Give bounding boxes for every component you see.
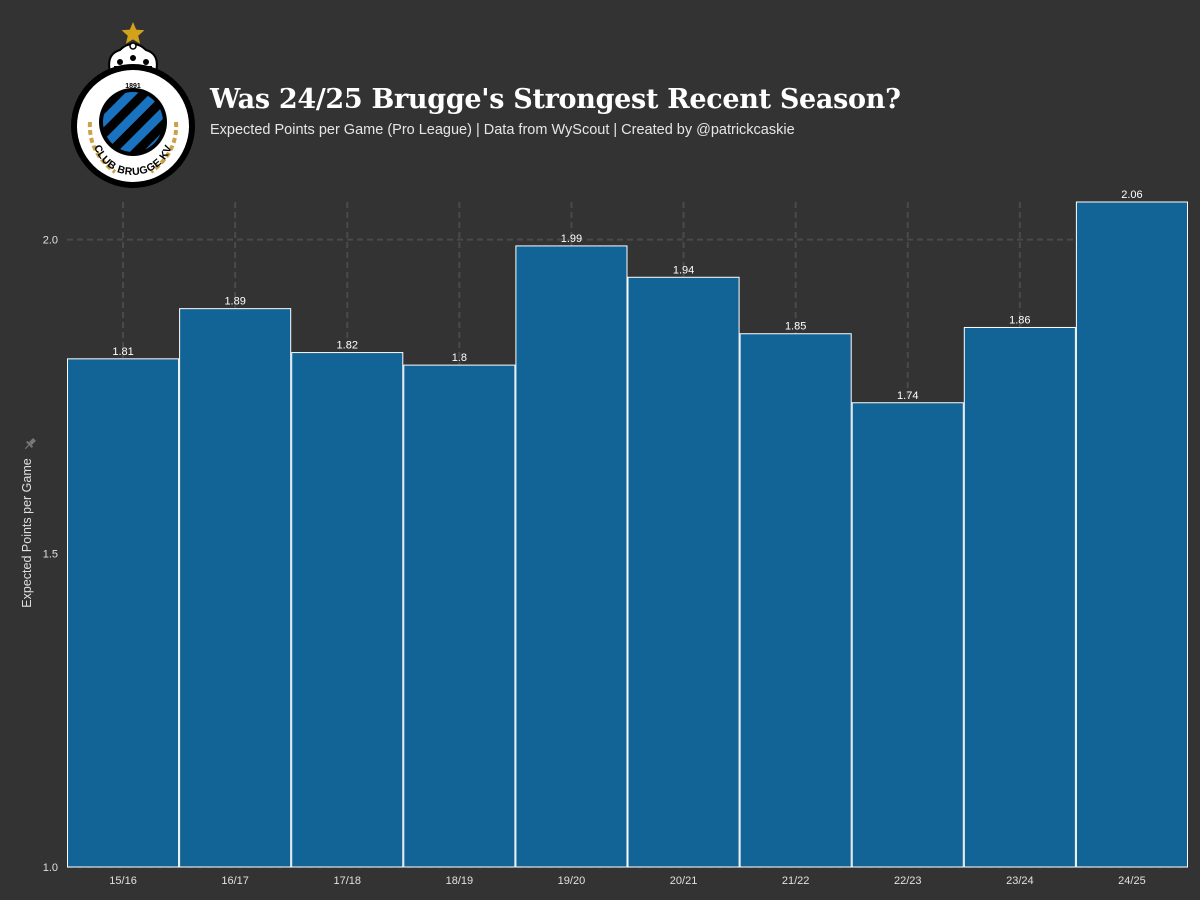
bar-20-21: [627, 276, 740, 868]
chart-subtitle: Expected Points per Game (Pro League) | …: [210, 122, 795, 138]
bar-value-label: 1.81: [112, 346, 133, 358]
x-tick-label: 17/18: [333, 875, 361, 887]
bar-21-22: [739, 333, 852, 868]
y-axis-label: Expected Points per Game: [20, 458, 34, 607]
bar-18-19: [403, 364, 516, 868]
bar-value-label: 1.89: [224, 296, 245, 308]
star-icon: [121, 22, 145, 44]
x-tick-label: 21/22: [782, 875, 810, 887]
chart-title: Was 24/25 Brugge's Strongest Recent Seas…: [210, 84, 901, 115]
bar-value-label: 1.99: [561, 233, 582, 245]
x-axis-ticks: 15/16 16/17 17/18 18/19 19/20 20/21 21/22 22/23…: [109, 875, 1145, 887]
club-brugge-logo: 1891 CLUB BRUGGE KV: [71, 22, 195, 188]
bar-19-20: [515, 245, 628, 868]
bar-value-label: 1.82: [337, 340, 358, 352]
bar-value-label: 1.85: [785, 321, 806, 333]
bar-value-labels: 1.81 1.89 1.82 1.8 1.99 1.94 1.85 1.74 1.86 2.06: [112, 189, 1142, 402]
bar-value-label: 1.86: [1009, 314, 1030, 326]
y-tick-label: 2.0: [43, 235, 58, 247]
x-tick-label: 19/20: [558, 875, 586, 887]
y-tick-label: 1.0: [43, 862, 58, 874]
bar-value-label: 1.8: [452, 352, 467, 364]
bar-value-label: 1.74: [897, 390, 918, 402]
x-tick-label: 23/24: [1006, 875, 1034, 887]
y-axis-label-group: Expected Points per Game: [20, 438, 36, 608]
bar-23-24: [963, 326, 1076, 868]
x-tick-label: 22/23: [894, 875, 922, 887]
x-tick-label: 20/21: [670, 875, 698, 887]
x-tick-label: 18/19: [446, 875, 474, 887]
y-axis-ticks: 1.0 1.5 2.0: [43, 235, 58, 874]
bar-24-25: [1075, 201, 1189, 868]
y-tick-label: 1.5: [43, 548, 58, 560]
x-tick-label: 15/16: [109, 875, 137, 887]
logo-year: 1891: [125, 83, 141, 90]
bar-16-17: [179, 308, 292, 868]
x-tick-label: 16/17: [221, 875, 249, 887]
bar-15-16: [67, 358, 180, 868]
bar-value-label: 2.06: [1121, 189, 1142, 201]
bar-22-23: [851, 402, 964, 868]
bar-value-label: 1.94: [673, 264, 694, 276]
bars: [67, 201, 1189, 868]
bar-17-18: [291, 352, 404, 868]
x-tick-label: 24/25: [1118, 875, 1146, 887]
pin-icon: [24, 438, 36, 450]
